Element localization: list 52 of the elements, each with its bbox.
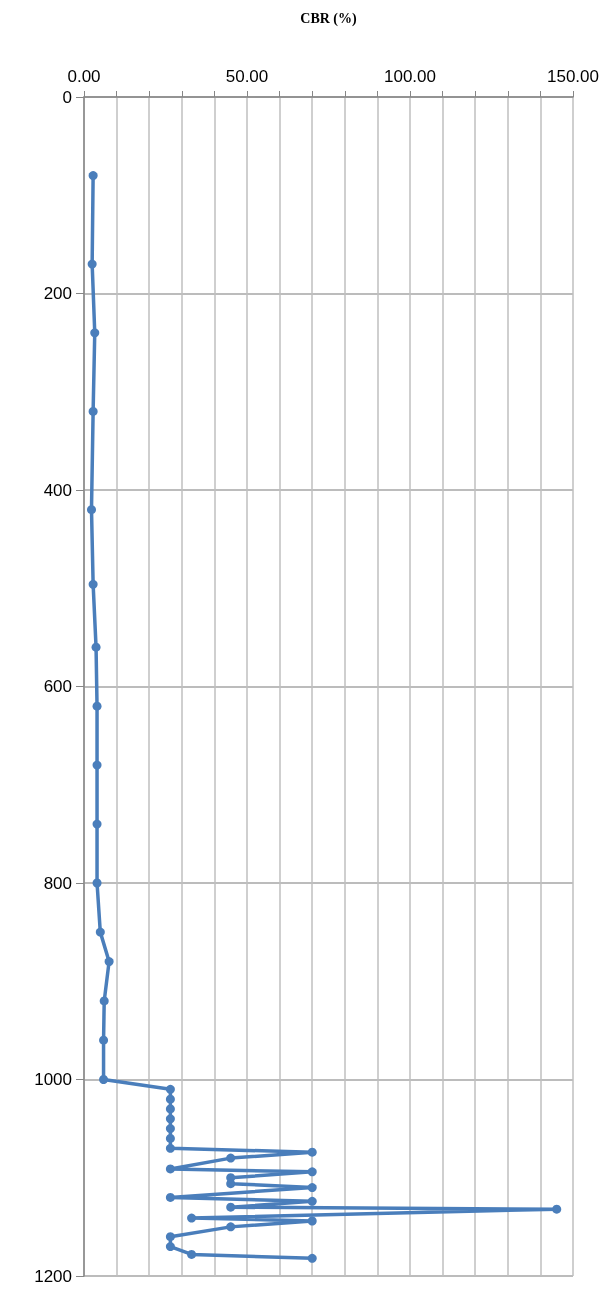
point xyxy=(92,760,102,770)
y-tick-label: 200 xyxy=(43,284,72,303)
point xyxy=(87,505,96,515)
y-tick-label: 400 xyxy=(43,480,72,500)
point xyxy=(307,1167,317,1177)
point xyxy=(91,642,101,652)
point xyxy=(92,819,102,829)
y-tick-label: 1200 xyxy=(34,1266,72,1286)
point xyxy=(307,1183,317,1193)
point xyxy=(87,259,97,269)
point xyxy=(104,957,114,967)
y-tick-label: 0 xyxy=(62,87,72,107)
y-tick-label: 600 xyxy=(43,677,72,696)
point xyxy=(187,1213,197,1223)
point xyxy=(95,927,105,937)
point xyxy=(165,1232,175,1242)
point xyxy=(187,1249,197,1259)
point xyxy=(88,171,98,181)
point xyxy=(165,1164,175,1174)
point xyxy=(165,1242,175,1252)
point xyxy=(165,1143,175,1153)
point xyxy=(99,996,109,1006)
x-tick-label: 150.00 xyxy=(547,67,599,86)
point xyxy=(165,1192,175,1202)
y-tick-label: 1000 xyxy=(34,1070,72,1089)
point xyxy=(99,1035,109,1045)
y-tick-label: 800 xyxy=(43,873,72,893)
point xyxy=(165,1114,175,1124)
x-tick-label: 50.00 xyxy=(225,67,269,86)
point xyxy=(88,579,98,589)
point xyxy=(552,1204,562,1214)
x-axis-title: CBR (%) xyxy=(300,10,358,27)
point xyxy=(307,1216,317,1226)
point xyxy=(307,1253,317,1263)
point xyxy=(88,406,98,416)
point xyxy=(92,878,102,888)
point xyxy=(90,328,100,338)
x-tick-label: 0.00 xyxy=(67,67,101,86)
point xyxy=(226,1202,236,1212)
point xyxy=(307,1147,317,1157)
point xyxy=(165,1133,175,1143)
point xyxy=(226,1153,236,1163)
point xyxy=(165,1084,175,1094)
point xyxy=(165,1094,175,1104)
point xyxy=(307,1196,317,1206)
point xyxy=(92,701,102,711)
point xyxy=(165,1124,175,1134)
point xyxy=(165,1104,175,1114)
point xyxy=(99,1075,109,1084)
point xyxy=(226,1222,236,1232)
point xyxy=(226,1179,236,1189)
x-tick-label: 100.00 xyxy=(384,67,436,86)
